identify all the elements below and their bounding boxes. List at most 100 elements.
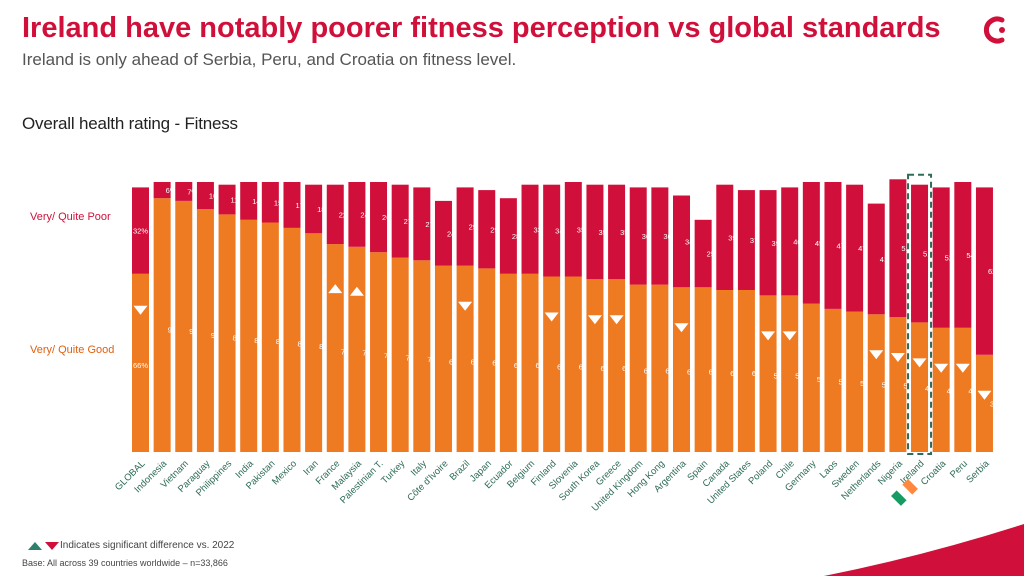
bar-good: [802, 303, 820, 452]
significance-up-marker: [328, 284, 343, 294]
bar-poor: [261, 182, 279, 223]
significance-down-marker: [544, 312, 559, 322]
category-label: Turkey: [379, 458, 407, 486]
bar-good: [543, 276, 561, 452]
poor-value-label: 6%: [166, 186, 177, 195]
section-title: Overall health rating - Fitness: [22, 114, 238, 133]
poor-value-label: 22%: [339, 210, 354, 219]
bar-poor: [348, 182, 366, 247]
good-value-label: 36%: [990, 399, 1005, 408]
bar-good: [846, 311, 864, 452]
bar-poor: [543, 184, 561, 277]
bar-good: [651, 284, 669, 452]
bar-poor: [175, 182, 193, 201]
bar-good: [889, 317, 907, 452]
significance-down-marker: [458, 301, 473, 311]
bar-poor: [283, 182, 301, 228]
poor-value-label: 24%: [360, 210, 375, 219]
bar-good: [434, 265, 452, 452]
category-label: Poland: [746, 458, 775, 487]
bar-good: [673, 287, 690, 452]
bar-good: [305, 233, 323, 452]
bar-good: [824, 308, 842, 452]
bar-good: [175, 200, 193, 452]
bar-good: [521, 273, 539, 452]
category-label: Croatia: [919, 458, 949, 488]
bar-poor: [802, 182, 820, 304]
bar-good: [867, 314, 885, 452]
poor-value-label: 36%: [642, 232, 657, 241]
bar-poor: [586, 184, 604, 280]
bar-poor: [413, 187, 431, 261]
page-title: Ireland have notably poorer fitness perc…: [22, 12, 941, 44]
bar-poor: [651, 187, 669, 285]
decorative-swoosh: [824, 524, 1024, 576]
poor-value-label: 40%: [793, 237, 808, 246]
significance-down-marker: [869, 350, 884, 360]
poor-value-label: 45%: [815, 239, 830, 248]
bar-good: [629, 284, 647, 452]
poor-value-label: 52%: [945, 254, 960, 263]
bar-poor: [846, 184, 864, 312]
significance-note: Indicates significant difference vs. 202…: [60, 540, 235, 551]
bar-poor: [737, 190, 755, 290]
poor-value-label: 39%: [772, 239, 787, 248]
significance-down-marker: [674, 323, 689, 333]
bar-good: [218, 214, 236, 452]
poor-value-label: 17%: [295, 201, 310, 210]
significance-down-marker: [912, 358, 927, 368]
bar-poor: [694, 219, 712, 288]
bar-poor: [673, 195, 690, 288]
poor-value-label: 37%: [750, 236, 765, 245]
bar-poor: [867, 203, 885, 315]
bar-good: [975, 354, 993, 452]
bar-good: [716, 290, 734, 452]
bar-poor: [889, 179, 907, 317]
poor-value-label: 26%: [382, 213, 397, 222]
bar-good: [132, 273, 149, 452]
significance-legend-icon: [28, 542, 59, 550]
bar-good: [954, 327, 972, 452]
poor-value-label: 33%: [534, 225, 549, 234]
significance-down-marker: [587, 315, 602, 325]
poor-value-label: 11%: [231, 196, 246, 205]
bar-good: [240, 219, 258, 452]
significance-down-marker: [977, 390, 992, 400]
poor-value-label: 39%: [728, 233, 743, 242]
bar-poor: [370, 182, 388, 253]
bar-good: [694, 287, 712, 452]
significance-down-marker: [761, 331, 776, 341]
base-note: Base: All across 39 countries worldwide …: [22, 558, 228, 568]
poor-value-label: 41%: [880, 255, 895, 264]
poor-value-label: 51%: [901, 244, 916, 253]
poor-value-label: 62%: [988, 267, 1003, 276]
bar-poor: [132, 187, 149, 274]
bar-poor: [608, 184, 626, 280]
bar-good: [153, 198, 171, 452]
poor-value-label: 25%: [707, 250, 722, 259]
poor-value-label: 34%: [555, 227, 570, 236]
bar-good: [608, 279, 626, 452]
bar-good: [737, 290, 755, 452]
poor-series-label: Very/ Quite Poor: [30, 211, 111, 223]
bar-good: [413, 260, 431, 452]
significance-down-marker: [782, 331, 797, 341]
good-value-label: 66%: [133, 361, 148, 370]
bar-poor: [521, 184, 539, 274]
poor-value-label: 35%: [620, 228, 635, 237]
poor-value-label: 47%: [858, 244, 873, 253]
bar-poor: [629, 187, 647, 285]
poor-value-label: 36%: [663, 232, 678, 241]
poor-value-label: 34%: [685, 237, 700, 246]
poor-value-label: 35%: [577, 225, 592, 234]
ireland-highlight-frame: [907, 173, 933, 455]
bar-poor: [716, 184, 734, 290]
poor-value-label: 28%: [512, 232, 527, 241]
significance-down-marker: [890, 353, 905, 362]
bar-poor: [456, 187, 474, 266]
ireland-flag-icon: [891, 479, 918, 506]
bar-poor: [305, 184, 323, 234]
bar-poor: [478, 190, 496, 269]
bar-good: [196, 209, 214, 452]
